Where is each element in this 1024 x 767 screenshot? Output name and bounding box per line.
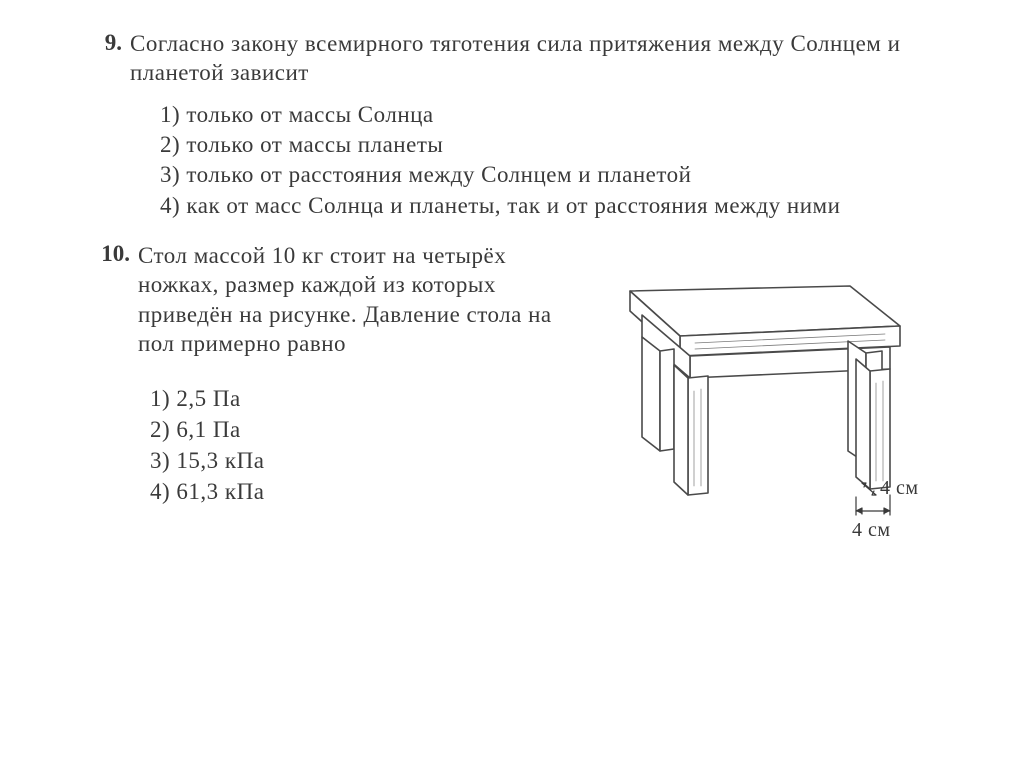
q10-option-2: 2) 6,1 Па	[150, 414, 570, 445]
q10-option-4: 4) 61,3 кПа	[150, 476, 570, 507]
question-10-stem: Стол массой 10 кг стоит на че­тырёх ножк…	[138, 241, 570, 359]
question-10-number: 10.	[90, 241, 130, 267]
question-10: 10. Стол массой 10 кг стоит на че­тырёх …	[90, 241, 570, 359]
dim-label-depth: 4 см	[880, 477, 919, 500]
question-9-options: 1) только от массы Солнца 2) только от м…	[160, 100, 920, 221]
q9-option-1: 1) только от массы Солнца	[160, 100, 920, 130]
dim-label-width: 4 см	[852, 519, 891, 542]
q10-option-1: 1) 2,5 Па	[150, 383, 570, 414]
q9-option-4: 4) как от масс Солнца и планеты, так и о…	[160, 191, 920, 221]
q10-option-3: 3) 15,3 кПа	[150, 445, 570, 476]
q9-option-3: 3) только от расстояния между Солнцем и …	[160, 160, 920, 190]
question-9-stem: Согласно закону всемирного тяготения сил…	[130, 30, 920, 88]
question-10-options: 1) 2,5 Па 2) 6,1 Па 3) 15,3 кПа 4) 61,3 …	[150, 383, 570, 507]
q9-option-2: 2) только от массы планеты	[160, 130, 920, 160]
table-figure: 4 см 4 см	[580, 241, 920, 561]
question-9-number: 9.	[90, 30, 122, 56]
table-svg	[570, 231, 910, 551]
question-9: 9. Согласно закону всемирного тяготения …	[90, 30, 920, 88]
